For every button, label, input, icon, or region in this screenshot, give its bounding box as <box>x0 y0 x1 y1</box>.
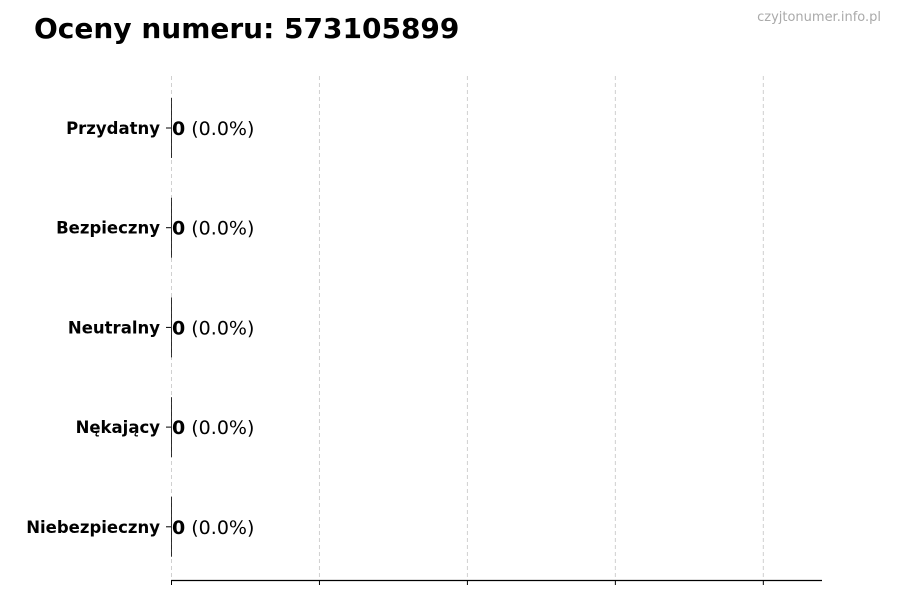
percent-label: (0.0%) <box>185 118 254 140</box>
data-label: 0 (0.0%) <box>172 517 254 539</box>
data-label: 0 (0.0%) <box>172 118 254 140</box>
watermark: czyjtonumer.info.pl <box>757 10 881 25</box>
value-label: 0 <box>172 317 185 339</box>
percent-label: (0.0%) <box>185 517 254 539</box>
value-label: 0 <box>172 118 185 140</box>
value-label: 0 <box>172 218 185 240</box>
data-label: 0 (0.0%) <box>172 218 254 240</box>
percent-label: (0.0%) <box>185 317 254 339</box>
y-tick-label: Neutralny <box>68 318 160 337</box>
y-tick-label: Przydatny <box>66 119 160 138</box>
value-label: 0 <box>172 417 185 439</box>
value-label: 0 <box>172 517 185 539</box>
y-tick-label: Bezpieczny <box>56 219 160 238</box>
y-tick-label: Nękający <box>76 418 161 437</box>
data-label: 0 (0.0%) <box>172 417 254 439</box>
data-label: 0 (0.0%) <box>172 317 254 339</box>
y-tick-label: Niebezpieczny <box>26 518 160 537</box>
percent-label: (0.0%) <box>185 218 254 240</box>
percent-label: (0.0%) <box>185 417 254 439</box>
chart-title: Oceny numeru: 573105899 <box>34 12 460 45</box>
